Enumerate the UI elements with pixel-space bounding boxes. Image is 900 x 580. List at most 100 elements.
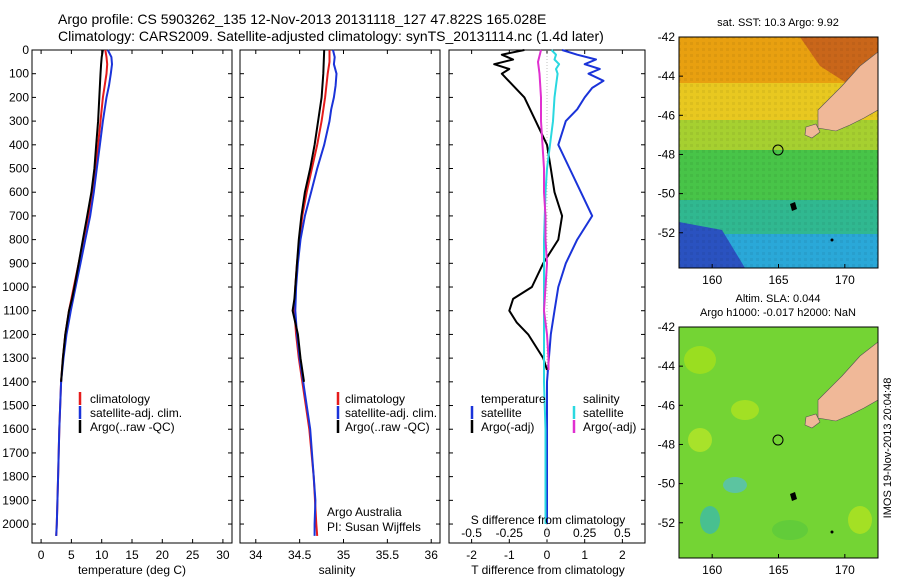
x-tick-label: -2	[466, 548, 477, 562]
sla-map-subtitle: Argo h1000: -0.017 h2000: NaN	[700, 307, 856, 319]
sla-map-panel: Altim. SLA: 0.044 Argo h1000: -0.017 h20…	[658, 293, 879, 577]
sla-blob-6	[848, 506, 872, 534]
sla-stewart-island	[804, 413, 821, 429]
x-tick-label: 15	[125, 548, 139, 562]
sst-auckland-island	[790, 202, 797, 211]
depth-tick-label: 100	[9, 67, 29, 81]
x-tick-label: 30	[216, 548, 230, 562]
longitude-tick-label: 170	[835, 273, 855, 287]
legend-temp-argo-label: Argo(-adj)	[481, 420, 534, 434]
sla-float-marker	[772, 434, 784, 446]
annotation-argo-australia: Argo Australia	[327, 505, 402, 519]
legend-argo-label: Argo(..raw -QC)	[345, 420, 430, 434]
x-tick-label: 0	[38, 548, 45, 562]
argo-raw-qc-line	[291, 49, 326, 382]
sla-map-ticks: 160 165 170 -52 -50 -48 -46 -44 -42	[658, 320, 856, 577]
longitude-tick-label: 170	[835, 563, 855, 577]
longitude-tick-label: 165	[768, 273, 788, 287]
depth-tick-label: 1400	[2, 375, 29, 389]
depth-tick-label: 700	[9, 209, 29, 223]
salinity-plot-frame	[239, 49, 441, 544]
sla-small-island	[830, 530, 834, 534]
depth-tick-label: 1100	[3, 304, 29, 318]
latitude-tick-label: -52	[658, 226, 676, 240]
sla-auckland-island	[790, 492, 797, 501]
x-tick-label: 10	[95, 548, 109, 562]
latitude-tick-label: -50	[658, 187, 676, 201]
depth-tick-label: 1700	[2, 446, 29, 460]
x-tick-label: 2	[619, 548, 626, 562]
sla-map-title: Altim. SLA: 0.044	[736, 293, 821, 305]
sst-map-ticks: 160 165 170 -52 -50 -48 -46 -44 -42	[658, 30, 856, 287]
sst-stewart-island	[804, 123, 821, 139]
salinity-axis-label: salinity	[319, 563, 356, 577]
sla-blob-4	[723, 477, 747, 493]
x-tick-label: 0	[544, 548, 551, 562]
x-tick-label: 20	[156, 548, 170, 562]
sla-land	[817, 341, 878, 422]
x-tick-label: 35.5	[376, 548, 400, 562]
latitude-tick-label: -50	[658, 477, 676, 491]
climatology-line	[55, 49, 109, 536]
sst-land	[817, 51, 878, 132]
sst-map-body	[679, 37, 878, 268]
temperature-argo-adj-line	[493, 49, 564, 371]
temperature-difference-axis-label: T difference from climatology	[471, 563, 625, 577]
imos-timestamp-label: IMOS 19-Nov-2013 20:04:48	[882, 378, 894, 519]
legend-argo-label: Argo(..raw -QC)	[90, 420, 175, 434]
salinity-panel: 34 34.5 35 35.5 36 climatology satellite-adj…	[239, 49, 441, 577]
depth-tick-label: 800	[9, 233, 29, 247]
salinity-diff-tick-label: 0.25	[573, 526, 597, 540]
temperature-panel: 0100200300400500600700800900100011001200…	[2, 43, 233, 577]
x-tick-label: 5	[68, 548, 75, 562]
longitude-tick-label: 165	[768, 563, 788, 577]
latitude-tick-label: -44	[658, 359, 676, 373]
salinity-satellite-line	[543, 49, 561, 524]
annotation-pi: PI: Susan Wijffels	[327, 520, 421, 534]
salinity-ticks: 34 34.5 35 35.5 36	[240, 49, 440, 562]
difference-panel: -2 -1 0 1 2-0.5 -0.25 0 0.25 0.5 temperature sat…	[448, 49, 646, 577]
legend-satellite-label: satellite-adj. clim.	[90, 406, 182, 420]
temperature-satellite-line	[546, 49, 605, 524]
depth-tick-label: 200	[9, 90, 29, 104]
header-line-2: Climatology: CARS2009. Satellite-adjuste…	[58, 28, 604, 44]
latitude-tick-label: -42	[658, 320, 676, 334]
legend-satellite-label: satellite-adj. clim.	[345, 406, 437, 420]
sla-blob-2	[731, 400, 759, 420]
temperature-axis-label: temperature (deg C)	[78, 563, 186, 577]
depth-tick-label: 500	[9, 162, 29, 176]
sst-texture-overlay	[679, 37, 878, 268]
depth-tick-label: 1600	[2, 422, 29, 436]
sla-blob-3	[688, 428, 712, 452]
legend-sal-satellite-label: satellite	[583, 406, 624, 420]
longitude-tick-label: 160	[702, 563, 722, 577]
salinity-diff-tick-label: -0.5	[461, 526, 482, 540]
x-tick-label: -1	[504, 548, 515, 562]
latitude-tick-label: -48	[658, 437, 676, 451]
sla-map-body	[679, 327, 878, 558]
difference-legend: temperature satellite Argo(-adj) salinit…	[470, 392, 636, 434]
x-tick-label: 34.5	[288, 548, 312, 562]
sst-small-island	[830, 238, 834, 242]
longitude-tick-label: 160	[702, 273, 722, 287]
depth-tick-label: 900	[9, 256, 29, 270]
latitude-tick-label: -52	[658, 516, 676, 530]
satellite-adj-clim-line	[55, 49, 113, 536]
temperature-plot-frame	[31, 49, 233, 544]
legend-sal-argo-label: Argo(-adj)	[583, 420, 636, 434]
salinity-legend: climatology satellite-adj. clim. Argo(..…	[336, 392, 437, 434]
sla-blob-7	[772, 520, 808, 540]
difference-ticks: -2 -1 0 1 2-0.5 -0.25 0 0.25 0.5	[449, 49, 645, 562]
salinity-argo-adj-line	[537, 49, 550, 370]
depth-tick-label: 300	[9, 114, 29, 128]
sla-blob-1	[684, 346, 716, 374]
depth-tick-label: 1300	[2, 351, 29, 365]
depth-tick-label: 1800	[2, 470, 29, 484]
latitude-tick-label: -44	[658, 69, 676, 83]
sst-map-panel: sat. SST: 10.3 Argo: 9.92 160 165 170 -52 -5…	[658, 17, 879, 287]
depth-tick-label: 0	[22, 43, 29, 57]
salinity-diff-tick-label: -0.25	[496, 526, 524, 540]
temperature-lines	[55, 49, 113, 536]
latitude-tick-label: -46	[658, 398, 676, 412]
